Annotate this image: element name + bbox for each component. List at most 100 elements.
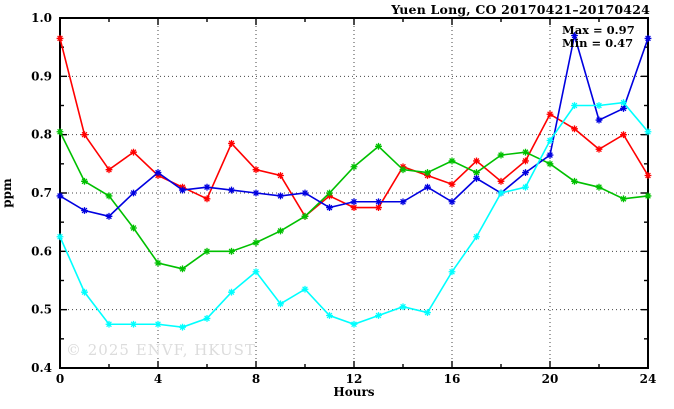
series-blue-marker xyxy=(228,186,235,194)
x-tick-label: 12 xyxy=(346,372,363,386)
series-red-marker xyxy=(81,131,88,139)
series-green-marker xyxy=(105,192,113,200)
series-green-marker xyxy=(228,247,235,255)
series-green-marker xyxy=(546,160,554,168)
series-green-marker xyxy=(277,227,284,235)
series-green-marker xyxy=(56,128,64,136)
series-blue-marker xyxy=(252,189,260,197)
series-red-marker xyxy=(546,110,554,118)
series-red-marker xyxy=(571,125,578,133)
series-red-marker xyxy=(252,166,260,174)
watermark: © 2025 ENVF, HKUST xyxy=(66,341,256,359)
series-green-marker xyxy=(81,177,88,185)
series-blue-marker xyxy=(399,198,407,206)
max-min-annotation: Max = 0.97 Min = 0.47 xyxy=(562,24,635,49)
series-blue-marker xyxy=(644,35,652,42)
series-red-marker xyxy=(522,157,529,165)
series-red-marker xyxy=(473,157,480,165)
series-blue-marker xyxy=(130,189,137,197)
series-red-marker xyxy=(620,131,627,139)
series-blue-marker xyxy=(277,192,284,200)
x-axis-label: Hours xyxy=(333,385,375,399)
series-green-marker xyxy=(301,212,309,220)
series-blue-marker xyxy=(595,116,603,124)
series-blue-marker xyxy=(620,105,627,112)
series-red-marker xyxy=(595,145,603,153)
series-cyan-marker xyxy=(56,233,64,241)
series-green-marker xyxy=(350,163,358,171)
y-tick-label: 0.8 xyxy=(31,128,52,142)
y-tick-label: 0.4 xyxy=(31,361,52,375)
series-blue-marker xyxy=(326,204,333,211)
series-green-marker xyxy=(595,183,603,191)
y-tick-label: 0.7 xyxy=(31,186,52,200)
x-tick-label: 20 xyxy=(542,372,559,386)
series-cyan-marker xyxy=(154,320,162,328)
series-cyan-marker xyxy=(81,288,88,296)
series-blue-marker xyxy=(473,175,480,182)
series-blue-marker xyxy=(203,183,211,191)
series-green-marker xyxy=(399,166,407,174)
series-green-marker xyxy=(130,224,137,232)
series-blue-marker xyxy=(571,32,578,39)
series-red-marker xyxy=(350,204,358,211)
series-cyan-marker xyxy=(473,233,480,241)
series-blue-marker xyxy=(301,189,309,197)
series-cyan-marker xyxy=(350,320,358,328)
series-red-marker xyxy=(228,140,235,147)
series-cyan-marker xyxy=(620,99,627,106)
series-blue-marker xyxy=(105,212,113,220)
series-cyan-marker xyxy=(571,102,578,109)
series-green-marker xyxy=(497,151,505,159)
series-red-marker xyxy=(644,172,652,179)
series-green-marker xyxy=(326,189,333,197)
series-blue-marker xyxy=(81,207,88,214)
series-red-marker xyxy=(56,35,64,42)
series-green-marker xyxy=(375,142,382,150)
series-blue-marker xyxy=(375,198,382,206)
x-tick-label: 24 xyxy=(640,372,657,386)
series-red-marker xyxy=(277,172,284,179)
series-cyan-marker xyxy=(228,288,235,296)
series-red-marker xyxy=(203,195,211,203)
series-red-marker xyxy=(105,166,113,174)
series-green-marker xyxy=(473,169,480,176)
series-green-marker xyxy=(448,157,456,165)
series-red-marker xyxy=(375,204,382,211)
series-cyan-marker xyxy=(252,268,260,276)
x-tick-label: 16 xyxy=(444,372,461,386)
chart-title: Yuen Long, CO 20170421–20170424 xyxy=(391,2,650,17)
series-cyan-marker xyxy=(497,189,505,197)
series-cyan-marker xyxy=(203,315,211,322)
series-green-marker xyxy=(203,247,211,255)
series-cyan-marker xyxy=(301,285,309,293)
y-tick-label: 0.9 xyxy=(31,69,52,83)
series-green-marker xyxy=(522,148,529,156)
series-green-marker xyxy=(179,265,186,273)
max-annotation: Max = 0.97 xyxy=(562,23,635,37)
series-blue-marker xyxy=(448,198,456,206)
series-blue-marker xyxy=(154,169,162,176)
y-tick-label: 1.0 xyxy=(31,11,52,25)
series-blue-marker xyxy=(350,198,358,206)
series-blue-marker xyxy=(546,151,554,159)
series-cyan-marker xyxy=(326,312,333,319)
series-cyan-marker xyxy=(399,303,407,311)
series-cyan-marker xyxy=(105,320,113,328)
series-blue-marker xyxy=(424,183,431,191)
series-cyan-marker xyxy=(375,312,382,319)
series-green-marker xyxy=(424,169,431,176)
y-axis-label: ppm xyxy=(0,178,14,208)
series-green-marker xyxy=(571,177,578,185)
y-tick-label: 0.6 xyxy=(31,244,52,258)
y-tick-label: 0.5 xyxy=(31,303,52,317)
series-green-marker xyxy=(620,195,627,203)
x-tick-label: 8 xyxy=(252,372,260,386)
series-red-marker xyxy=(448,180,456,188)
series-blue-marker xyxy=(522,169,529,176)
series-cyan-marker xyxy=(130,320,137,328)
min-annotation: Min = 0.47 xyxy=(562,35,634,50)
series-cyan-marker xyxy=(522,183,529,191)
series-cyan-marker xyxy=(546,137,554,144)
